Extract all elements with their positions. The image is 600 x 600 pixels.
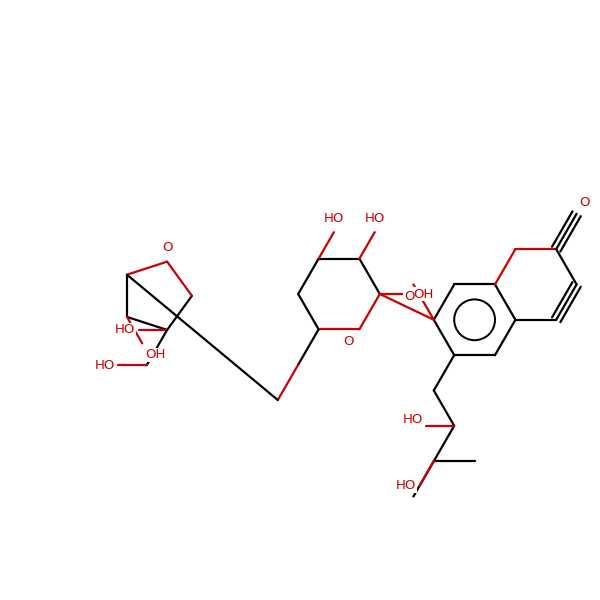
Text: O: O (404, 290, 415, 304)
Text: O: O (162, 241, 172, 254)
Text: O: O (343, 335, 353, 349)
Text: HO: HO (115, 323, 136, 337)
Text: O: O (580, 196, 590, 209)
Text: OH: OH (413, 287, 434, 301)
Text: HO: HO (365, 212, 385, 225)
Text: HO: HO (324, 212, 344, 225)
Text: OH: OH (145, 348, 166, 361)
Text: HO: HO (402, 413, 422, 427)
Text: HO: HO (396, 479, 416, 492)
Text: HO: HO (95, 359, 115, 372)
